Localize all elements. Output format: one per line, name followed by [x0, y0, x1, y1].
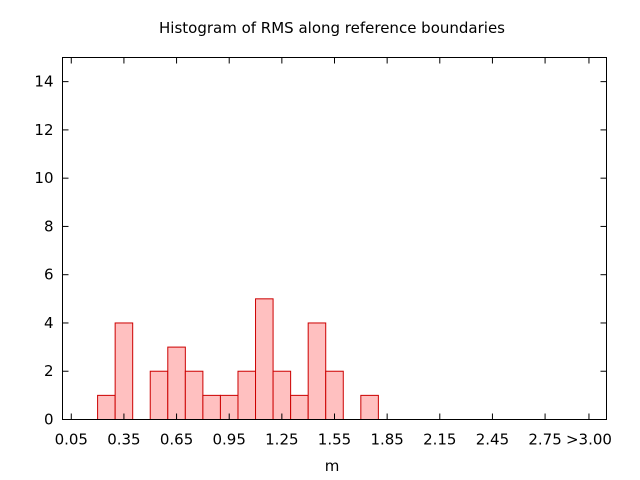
histogram-bar-4	[184, 370, 204, 421]
x-tick-label-7: 2.15	[423, 431, 456, 449]
x-tick-label-3: 0.95	[213, 431, 246, 449]
x-tick-label-5: 1.55	[318, 431, 351, 449]
chart-title: Histogram of RMS along reference boundar…	[159, 19, 505, 37]
x-tick-label-8: 2.45	[476, 431, 509, 449]
y-tick-label-5: 10	[34, 169, 53, 187]
x-tick-label-6: 1.85	[370, 431, 403, 449]
y-tick-label-1: 2	[44, 362, 54, 380]
x-tick-label-10: >3.00	[566, 431, 612, 449]
histogram-bar-2	[149, 370, 169, 421]
histogram-bar-0	[97, 394, 116, 421]
bars-group	[97, 298, 379, 421]
y-tick-label-2: 4	[44, 314, 54, 332]
histogram-bar-13	[360, 394, 379, 421]
ticks-group	[62, 57, 607, 420]
y-tick-label-0: 0	[44, 411, 54, 429]
y-tick-label-6: 12	[34, 121, 53, 139]
histogram-bar-11	[307, 322, 327, 421]
tick-labels-group: 0 2 4 6 8 10 12 14 0.05 0.35 0.65 0.95 1.25 1.55 1.85 2…	[34, 73, 612, 449]
y-tick-label-4: 8	[44, 217, 54, 235]
histogram-bar-3	[167, 346, 186, 421]
y-tick-label-7: 14	[34, 73, 53, 91]
histogram-bar-1	[114, 322, 134, 421]
x-tick-label-4: 1.25	[265, 431, 298, 449]
plot-frame	[62, 57, 607, 420]
x-tick-label-2: 0.65	[160, 431, 193, 449]
histogram-bar-7	[237, 370, 257, 421]
histogram-bar-12	[325, 370, 344, 421]
histogram-bar-10	[290, 394, 309, 421]
x-tick-label-0: 0.05	[55, 431, 88, 449]
x-tick-label-9: 2.75	[528, 431, 561, 449]
y-tick-label-3: 6	[44, 266, 54, 284]
x-tick-label-1: 0.35	[107, 431, 140, 449]
histogram-bar-9	[272, 370, 292, 421]
histogram-bar-8	[255, 298, 274, 421]
histogram-bar-5	[202, 394, 221, 421]
x-axis-label: m	[325, 457, 340, 475]
